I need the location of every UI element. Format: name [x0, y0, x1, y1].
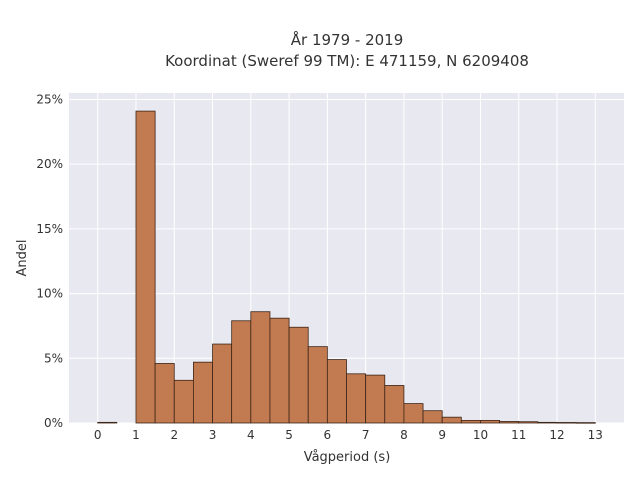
- histogram-bar: [269, 317, 290, 424]
- x-tick-label: 9: [438, 428, 446, 442]
- x-tick-label: 1: [132, 428, 140, 442]
- x-tick-label: 8: [400, 428, 408, 442]
- y-tick-label: 5%: [44, 351, 63, 365]
- histogram-bar: [97, 421, 118, 424]
- histogram-bar: [422, 410, 443, 424]
- x-tick-label: 6: [324, 428, 332, 442]
- histogram-bar: [288, 326, 309, 424]
- y-tick-label: 0%: [44, 416, 63, 430]
- histogram-bar: [307, 346, 328, 424]
- x-axis-title: Vågperiod (s): [304, 450, 391, 465]
- chart-title-line2: Koordinat (Sweref 99 TM): E 471159, N 62…: [165, 52, 529, 70]
- histogram-bar: [135, 110, 156, 424]
- bars: [97, 110, 596, 424]
- histogram-bar: [480, 420, 501, 424]
- chart-title-line1: År 1979 - 2019: [291, 30, 404, 49]
- histogram-bar: [384, 385, 405, 424]
- y-tick-label: 25%: [36, 92, 63, 106]
- y-tick-label: 20%: [36, 157, 63, 171]
- x-tick-label: 11: [511, 428, 526, 442]
- histogram-bar: [365, 374, 386, 424]
- histogram-bar: [212, 343, 233, 424]
- x-tick-label: 4: [247, 428, 255, 442]
- y-tick-label: 15%: [36, 222, 63, 236]
- histogram-bar: [231, 320, 252, 424]
- histogram-bar: [518, 421, 539, 424]
- x-tick-label: 5: [285, 428, 293, 442]
- x-tick-labels: 0 1 2 3 4 5 6 7 8 9 10 11 12 13: [94, 428, 603, 442]
- x-tick-label: 10: [473, 428, 488, 442]
- histogram-bar: [403, 403, 424, 424]
- y-axis-title: Andel: [15, 240, 30, 277]
- x-tick-label: 7: [362, 428, 370, 442]
- y-tick-labels: 0% 5% 10% 15% 20% 25%: [36, 92, 63, 430]
- x-tick-label: 2: [170, 428, 178, 442]
- histogram-bar: [575, 422, 596, 424]
- x-tick-label: 0: [94, 428, 102, 442]
- x-tick-label: 13: [588, 428, 603, 442]
- histogram-bar: [173, 379, 194, 424]
- histogram-bar: [346, 373, 367, 424]
- histogram-bar: [537, 421, 558, 424]
- y-tick-label: 10%: [36, 287, 63, 301]
- x-tick-label: 12: [549, 428, 564, 442]
- x-tick-label: 3: [209, 428, 217, 442]
- histogram-bar: [154, 363, 175, 424]
- histogram-bar: [250, 311, 271, 424]
- histogram-bar: [460, 420, 481, 424]
- histogram-bar: [499, 421, 520, 424]
- histogram-bar: [326, 359, 347, 424]
- histogram-bar: [441, 416, 462, 424]
- histogram-bar: [556, 422, 577, 424]
- histogram-bar: [192, 361, 213, 424]
